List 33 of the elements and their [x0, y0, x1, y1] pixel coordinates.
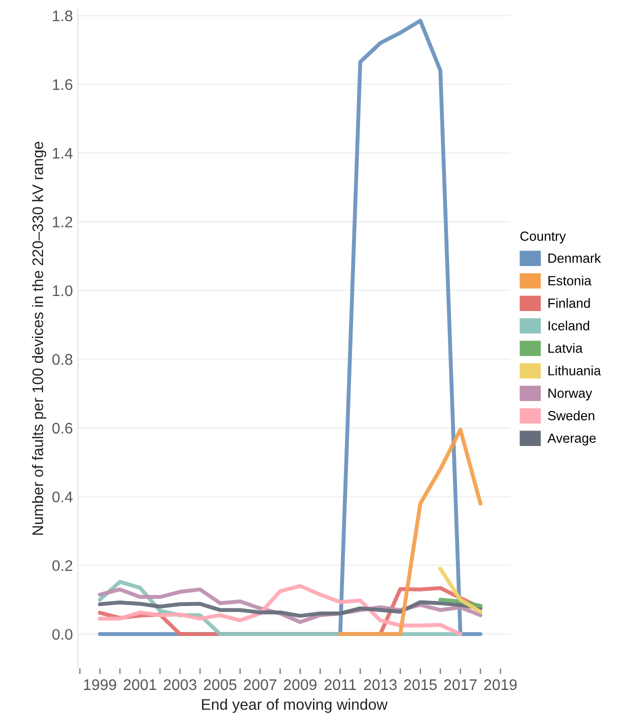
x-tick-label: 2019 — [484, 679, 517, 690]
x-tick-label: 2003 — [164, 679, 196, 690]
y-tick-label: 0.8 — [52, 354, 72, 365]
x-tick-label: 2017 — [444, 679, 477, 690]
legend-label: Estonia — [548, 276, 592, 286]
legend-label: Finland — [548, 298, 590, 308]
legend-label: Sweden — [548, 410, 594, 420]
legend-label: Norway — [548, 388, 592, 400]
legend-title: Country — [520, 232, 566, 244]
legend-label: Latvia — [548, 343, 583, 353]
y-tick-label: 1.0 — [52, 285, 72, 296]
y-axis-title: Number of faults per 100 devices in the 220–330 kV range — [32, 142, 46, 535]
y-tick-label: 0.2 — [52, 560, 72, 572]
x-tick-label: 2011 — [324, 679, 356, 690]
x-tick-label: 2009 — [284, 679, 316, 690]
legend-label: Lithuania — [548, 366, 601, 376]
y-tick-label: 1.8 — [52, 10, 72, 22]
y-tick-label: 0.4 — [52, 492, 73, 502]
x-tick-label: 2005 — [204, 679, 236, 690]
x-tick-label: 2015 — [404, 679, 437, 690]
legend-label: Denmark — [548, 253, 601, 263]
x-tick-label: 2013 — [364, 679, 397, 690]
legend-label: Iceland — [548, 320, 590, 330]
y-tick-label: 0.0 — [52, 628, 72, 640]
x-axis-title: End year of moving window — [202, 698, 388, 713]
y-tick-label: 1.4 — [52, 148, 73, 159]
y-tick-label: 1.6 — [52, 79, 72, 90]
x-tick-label: 2001 — [124, 679, 156, 690]
x-tick-label: 2007 — [244, 679, 276, 690]
y-tick-label: 1.2 — [52, 216, 72, 228]
x-tick-label: 1999 — [84, 679, 116, 690]
legend-label: Average — [547, 434, 596, 446]
y-tick-label: 0.6 — [52, 422, 72, 434]
